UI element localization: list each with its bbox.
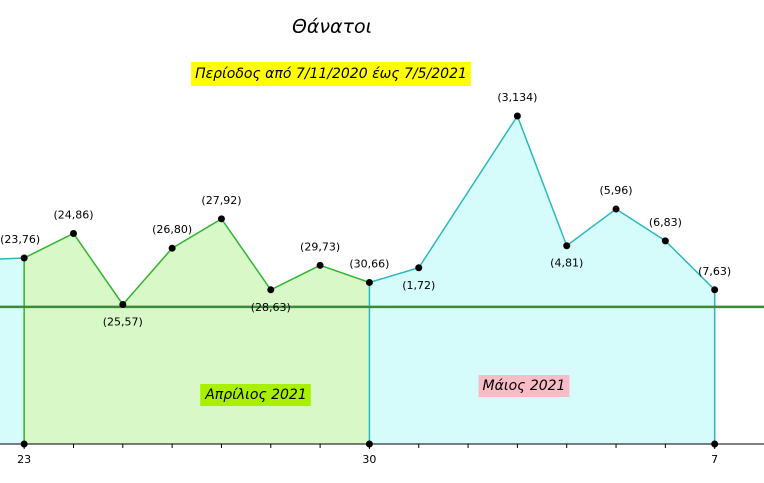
point xyxy=(612,205,620,213)
value-label: (29,73) xyxy=(300,240,340,253)
point xyxy=(20,254,28,262)
connector xyxy=(369,267,419,284)
subtitle-bg xyxy=(191,62,471,86)
axis-point xyxy=(365,440,373,448)
series-label: Μάιος 2021 xyxy=(478,375,570,397)
point xyxy=(365,278,373,286)
x-tick-label: 30 xyxy=(362,453,376,466)
chart-title: Θάνατοι xyxy=(292,16,372,38)
value-label: (4,81) xyxy=(550,257,583,270)
series-label-bg xyxy=(478,375,570,397)
value-label: (1,72) xyxy=(402,279,435,292)
point xyxy=(563,242,571,250)
series-name: Απρίλιος 2021 xyxy=(204,387,307,403)
value-label: (28,63) xyxy=(251,301,291,314)
value-label: (3,134) xyxy=(497,91,537,104)
value-label: (6,83) xyxy=(649,216,682,229)
point xyxy=(711,286,719,294)
point xyxy=(267,286,275,294)
point xyxy=(168,244,176,252)
area xyxy=(369,116,715,444)
x-tick-label: 7 xyxy=(711,453,718,466)
connector xyxy=(0,257,25,260)
line xyxy=(23,217,370,306)
point xyxy=(415,264,423,272)
axis-point xyxy=(711,440,719,448)
point xyxy=(661,237,669,245)
x-tick-label: 23 xyxy=(17,453,31,466)
subtitle: Περίοδος από 7/11/2020 έως 7/5/2021 xyxy=(195,66,467,82)
point xyxy=(217,215,225,223)
value-label: (5,96) xyxy=(599,184,632,197)
series-label-bg xyxy=(200,384,311,406)
point xyxy=(316,261,324,269)
subtitle-box: Περίοδος από 7/11/2020 έως 7/5/2021 xyxy=(191,62,471,86)
value-label: (27,92) xyxy=(201,194,241,207)
value-label: (7,63) xyxy=(698,265,731,278)
point xyxy=(119,300,127,308)
axis-point xyxy=(20,440,28,448)
series-label: Απρίλιος 2021 xyxy=(200,384,311,406)
line xyxy=(418,114,716,291)
value-label: (26,80) xyxy=(152,223,192,236)
value-label: (23,76) xyxy=(0,233,40,246)
value-label: (24,86) xyxy=(53,209,93,222)
point xyxy=(69,230,77,238)
value-label: (30,66) xyxy=(349,257,389,270)
point xyxy=(513,112,521,120)
value-label: (25,57) xyxy=(103,315,143,328)
series-name: Μάιος 2021 xyxy=(483,378,566,394)
area xyxy=(0,257,25,444)
